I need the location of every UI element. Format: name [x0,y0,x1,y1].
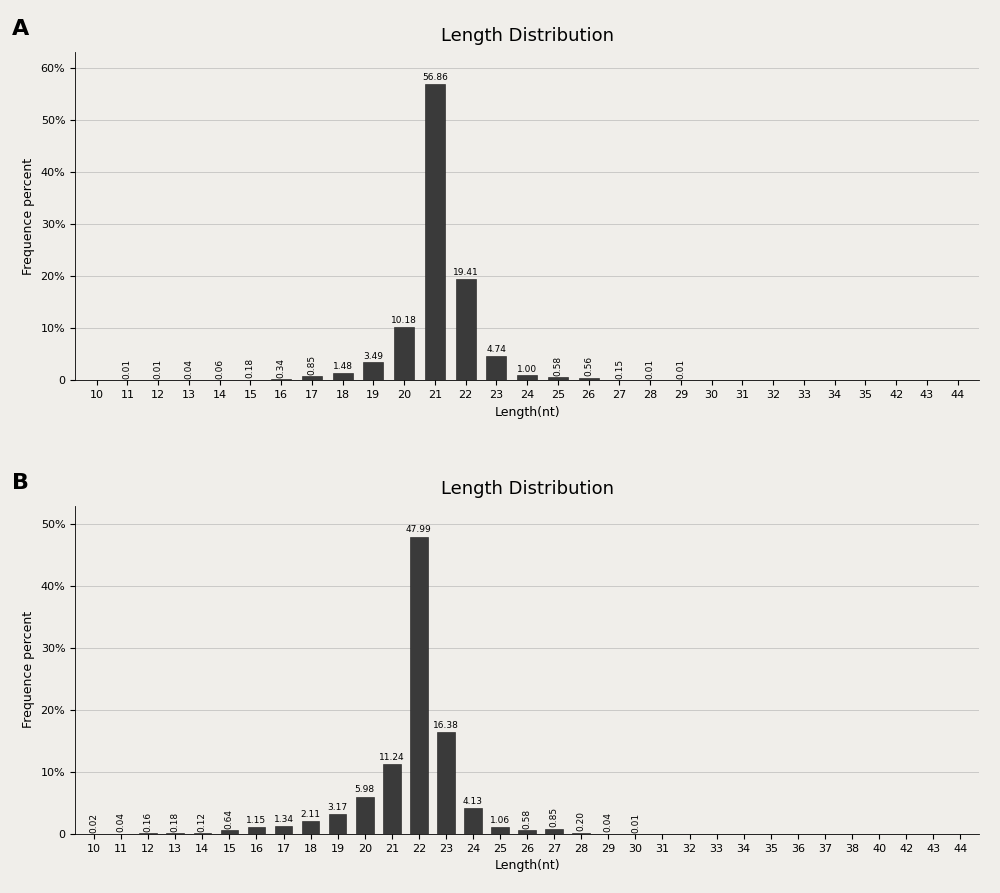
Bar [248,827,265,834]
Y-axis label: Frequence percent: Frequence percent [22,611,35,729]
Text: 56.86: 56.86 [422,73,448,82]
Text: 10.18: 10.18 [391,316,417,325]
Text: 0.01: 0.01 [123,359,132,380]
Bar [517,375,537,380]
Text: 0.58: 0.58 [553,356,562,376]
Text: 0.01: 0.01 [631,813,640,832]
Text: 1.00: 1.00 [517,364,537,373]
Text: 0.56: 0.56 [584,356,593,377]
Text: 0.58: 0.58 [523,809,532,829]
X-axis label: Length(nt): Length(nt) [494,405,560,419]
Text: 1.15: 1.15 [246,816,267,825]
Text: 0.01: 0.01 [676,359,685,380]
Text: 0.04: 0.04 [117,813,126,832]
Text: 0.85: 0.85 [550,807,559,828]
Text: 11.24: 11.24 [379,753,405,762]
Bar [410,537,428,834]
Text: 0.06: 0.06 [215,359,224,380]
Text: 0.64: 0.64 [225,809,234,829]
Text: 4.13: 4.13 [463,797,483,806]
Text: 0.01: 0.01 [154,359,163,380]
Bar [166,833,184,834]
Bar [139,833,157,834]
Bar [545,829,563,834]
Text: B: B [12,472,29,493]
X-axis label: Length(nt): Length(nt) [494,859,560,872]
Text: 19.41: 19.41 [453,268,478,277]
Bar [302,821,319,834]
Bar [579,378,599,380]
Bar [486,355,506,380]
Text: 4.74: 4.74 [486,346,506,355]
Title: Length Distribution: Length Distribution [441,480,614,498]
Text: 0.85: 0.85 [307,355,316,375]
Text: 0.04: 0.04 [604,813,613,832]
Text: 1.34: 1.34 [274,814,294,823]
Bar [221,830,238,834]
Bar [356,797,374,834]
Bar [572,832,590,834]
Text: A: A [12,20,29,39]
Text: 0.02: 0.02 [90,813,99,832]
Text: 3.17: 3.17 [328,804,348,813]
Bar [548,378,568,380]
Text: 0.18: 0.18 [246,358,255,379]
Bar [302,376,322,380]
Text: 5.98: 5.98 [355,785,375,795]
Bar [464,808,482,834]
Text: 0.34: 0.34 [277,357,286,378]
Text: 0.12: 0.12 [198,812,207,832]
Bar [437,732,455,834]
Bar [394,328,414,380]
Bar [425,84,445,380]
Y-axis label: Frequence percent: Frequence percent [22,158,35,275]
Bar [363,363,383,380]
Text: 1.48: 1.48 [333,363,353,371]
Text: 0.18: 0.18 [171,812,180,831]
Text: 3.49: 3.49 [363,352,383,361]
Text: 0.01: 0.01 [646,359,655,380]
Bar [491,827,509,834]
Text: 47.99: 47.99 [406,525,432,534]
Text: 0.16: 0.16 [144,812,153,831]
Bar [333,372,353,380]
Text: 1.06: 1.06 [490,816,510,825]
Text: 0.20: 0.20 [577,812,586,831]
Text: 0.15: 0.15 [615,358,624,379]
Bar [275,826,292,834]
Bar [329,814,346,834]
Text: 16.38: 16.38 [433,721,459,730]
Title: Length Distribution: Length Distribution [441,27,614,45]
Bar [383,764,401,834]
Text: 2.11: 2.11 [301,810,321,819]
Bar [456,280,476,380]
Bar [271,379,291,380]
Bar [518,830,536,834]
Text: 0.04: 0.04 [184,359,193,380]
